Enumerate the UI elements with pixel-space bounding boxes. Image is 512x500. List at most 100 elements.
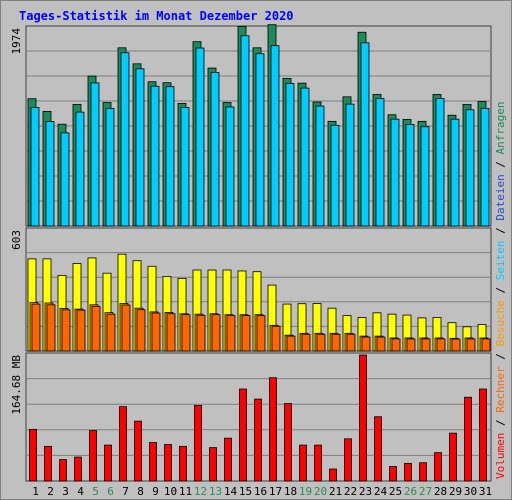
bar-dateien [270,45,280,227]
x-tick-label: 3 [62,485,69,498]
bar-rechner [376,336,386,352]
bar-dateien [330,124,340,227]
bar-rechner [226,315,236,352]
bar-dateien [135,68,145,227]
bar-rechner [466,338,476,352]
x-tick-label: 1 [32,485,39,498]
side-legend: Volumen / Rechner / Besuche / Seiten / D… [494,101,507,479]
x-tick-label: 12 [194,485,207,498]
bar-volumen [59,459,67,482]
bar-volumen [479,388,487,482]
x-tick-label: 27 [419,485,432,498]
y-tick-label: 1974 [10,28,23,55]
x-tick-label: 5 [92,485,99,498]
bar-volumen [194,404,202,482]
bar-rechner [286,335,296,352]
bar-dateien [75,111,85,227]
bar-volumen [179,445,187,482]
x-tick-label: 19 [299,485,312,498]
legend-volumen: Volumen [494,433,507,479]
bar-dateien [435,98,445,227]
bar-rechner [31,303,41,352]
legend-sep: / [494,154,507,174]
bar-dateien [210,72,220,227]
bar-volumen [434,452,442,482]
x-tick-label: 23 [359,485,372,498]
bar-volumen [44,445,52,482]
panel-bottom: 164.68 MB [10,352,492,482]
x-tick-label: 7 [122,485,129,498]
x-tick-label: 18 [284,485,297,498]
x-tick-label: 13 [209,485,222,498]
x-tick-label: 30 [464,485,477,498]
bar-rechner [406,338,416,352]
legend-sep: / [494,280,507,300]
bar-volumen [149,442,157,482]
bar-volumen [374,416,382,482]
x-tick-label: 17 [269,485,282,498]
bar-dateien [240,35,250,227]
bar-volumen [239,388,247,482]
bar-dateien [450,118,460,227]
bar-rechner [256,315,266,352]
bar-rechner [211,314,221,352]
legend-anfragen: Anfragen [494,101,507,154]
bar-volumen [449,432,457,482]
bar-volumen [164,444,172,482]
bar-volumen [284,403,292,482]
bar-volumen [329,468,337,482]
bar-volumen [299,444,307,482]
x-tick-label: 4 [77,485,84,498]
panel-middle: 603 [10,227,492,352]
legend-dateien: Dateien [494,174,507,220]
bar-rechner [451,338,461,352]
bar-dateien [255,53,265,227]
bar-rechner [361,336,371,352]
bar-volumen [104,444,112,482]
bar-dateien [225,106,235,227]
bar-volumen [254,398,262,482]
x-tick-label: 2 [47,485,54,498]
bar-volumen [224,437,232,482]
bar-dateien [375,98,385,227]
bar-rechner [106,313,116,352]
bar-rechner [436,338,446,352]
x-tick-label: 22 [344,485,357,498]
bar-volumen [209,447,217,482]
chart-title: Tages-Statistik im Monat Dezember 2020 [19,9,294,23]
bar-volumen [314,444,322,482]
bar-volumen [269,377,277,482]
bar-dateien [150,85,160,227]
bar-volumen [74,456,82,482]
bar-volumen [344,438,352,482]
bar-rechner [166,313,176,352]
x-tick-label: 26 [404,485,417,498]
x-tick-label: 9 [152,485,159,498]
bar-rechner [91,305,101,352]
y-tick-label: 603 [10,230,23,250]
bar-dateien [195,47,205,227]
bar-volumen [134,420,142,482]
bar-volumen [29,428,37,482]
bar-volumen [359,354,367,482]
x-tick-label: 20 [314,485,327,498]
bar-dateien [165,86,175,227]
legend-rechner: Rechner [494,366,507,413]
bar-dateien [465,109,475,227]
bar-dateien [285,82,295,227]
legend-sep: / [494,221,507,241]
bar-dateien [300,87,310,227]
bar-rechner [196,314,206,352]
x-tick-label: 31 [479,485,492,498]
legend-besuche: Besuche [494,300,507,346]
bar-dateien [480,107,490,227]
bar-dateien [45,121,55,227]
bar-dateien [180,107,190,227]
y-tick-label: 164.68 MB [10,355,23,415]
bar-rechner [316,333,326,352]
bar-volumen [89,430,97,482]
x-tick-label: 28 [434,485,447,498]
bar-dateien [90,82,100,227]
bar-rechner [421,338,431,352]
